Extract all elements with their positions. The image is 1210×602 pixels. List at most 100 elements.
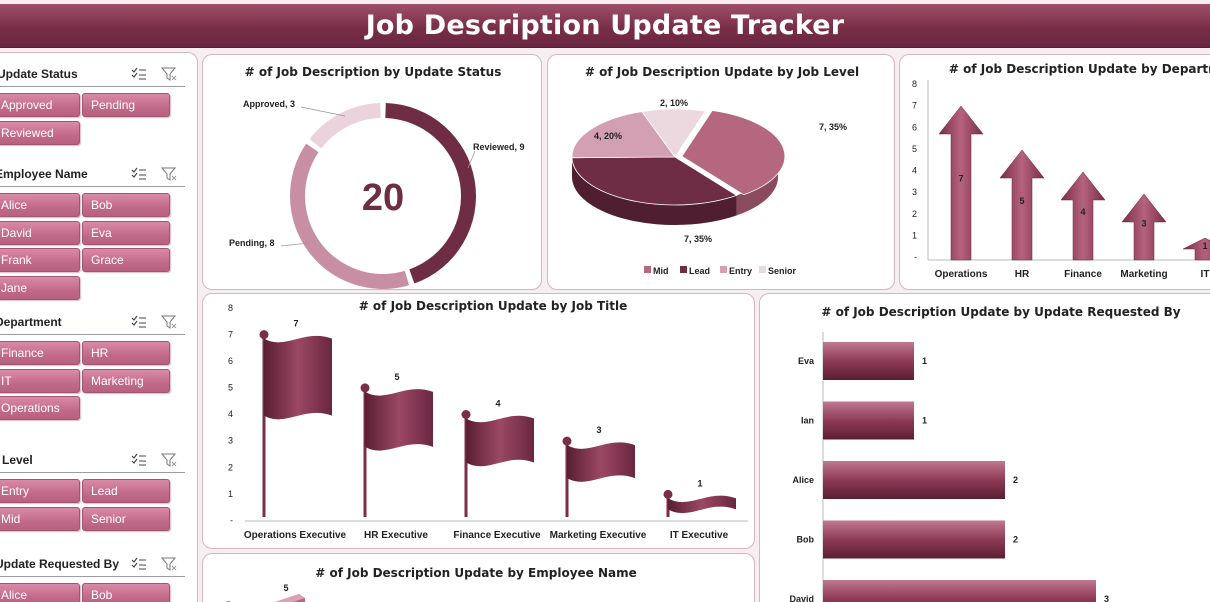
- clear-filter-icon[interactable]: [161, 67, 177, 81]
- pie-slice-entry: [571, 111, 676, 159]
- data-label: 7: [293, 319, 298, 329]
- y-tick-label: 7: [228, 330, 233, 340]
- slicer-item-alice[interactable]: Alice: [0, 583, 80, 602]
- y-tick-label: -: [914, 252, 917, 262]
- hbar-alice: [823, 461, 1005, 499]
- data-label: 7: [958, 173, 963, 183]
- slicer-title: Level: [2, 453, 33, 467]
- slicer-item-operations[interactable]: Operations: [0, 396, 80, 420]
- data-label: 1: [922, 416, 927, 426]
- slicer-item-alice[interactable]: Alice: [0, 193, 80, 217]
- flag-knob: [562, 436, 572, 446]
- y-tick-label: Alice: [792, 475, 814, 485]
- y-tick-label: 5: [228, 383, 233, 393]
- slicer-item-pending[interactable]: Pending: [82, 93, 170, 117]
- department-chart-card: # of Job Description Update by Departmen…: [899, 54, 1210, 290]
- clear-filter-icon[interactable]: [161, 315, 177, 329]
- slicer-item-finance[interactable]: Finance: [0, 341, 80, 365]
- chart-title: # of Job Description Update by Employee …: [315, 566, 637, 580]
- legend-swatch: [680, 266, 687, 273]
- slicer-item-jane[interactable]: Jane: [0, 275, 80, 300]
- doughnut-slice-approved: [309, 103, 381, 149]
- data-label: 4: [1080, 207, 1085, 217]
- slicer-item-it[interactable]: IT: [0, 368, 80, 393]
- arrow-bar-operations: [938, 105, 984, 261]
- pie-side-lead: [572, 157, 737, 226]
- y-tick-label: 3: [912, 187, 917, 197]
- slicer-item-hr[interactable]: HR: [82, 341, 170, 365]
- requested-chart: # of Job Description Update by Update Re…: [789, 305, 1181, 602]
- data-label: Approved, 3: [243, 99, 295, 109]
- slicer-item-entry[interactable]: Entry: [0, 479, 80, 503]
- slicer-item-lead[interactable]: Lead: [82, 479, 170, 503]
- data-label: 2: [1013, 475, 1018, 485]
- slicer-item-senior[interactable]: Senior: [82, 506, 170, 531]
- clear-filter-icon[interactable]: [161, 167, 177, 181]
- x-tick-label: Operations Executive: [244, 530, 347, 541]
- slicer-level: Level Entry Lead Mid Senior: [0, 451, 185, 531]
- department-chart: # of Job Description Update by Departmen…: [912, 62, 1210, 280]
- data-label: 3: [596, 425, 601, 435]
- data-label: 3: [1104, 594, 1109, 602]
- flag-bar-finance-executive: [466, 415, 534, 467]
- slicer-title: Department: [0, 315, 62, 329]
- legend-label: Lead: [689, 266, 710, 276]
- slicer-update-status: Update Status Approved Pending Reviewed: [0, 65, 185, 145]
- x-tick-label: Marketing Executive: [550, 530, 647, 541]
- slicer-item-reviewed[interactable]: Reviewed: [0, 120, 80, 145]
- slicer-title: Update Status: [0, 67, 78, 81]
- slicer-item-bob[interactable]: Bob: [82, 583, 170, 602]
- page-title: Job Description Update Tracker: [365, 10, 845, 41]
- slicer-item-approved[interactable]: Approved: [0, 93, 80, 117]
- status-chart-card: # of Job Description by Update Status 20 R…: [202, 54, 542, 290]
- slicer-item-frank[interactable]: Frank: [0, 248, 80, 272]
- multi-select-icon[interactable]: [131, 453, 147, 467]
- data-label: 5: [1019, 196, 1024, 206]
- multi-select-icon[interactable]: [131, 67, 147, 81]
- x-tick-label: Finance: [1064, 269, 1102, 280]
- clear-filter-icon[interactable]: [161, 453, 177, 467]
- slicer-item-eva[interactable]: Eva: [82, 220, 170, 245]
- y-tick-label: 3: [228, 436, 233, 446]
- leader-line: [300, 106, 346, 117]
- slicer-header: Employee Name: [0, 165, 185, 187]
- data-label: 4: [495, 399, 500, 409]
- data-label: 1: [1202, 241, 1207, 251]
- arrow-bar-marketing: [1121, 193, 1167, 261]
- multi-select-icon[interactable]: [131, 557, 147, 571]
- legend-swatch: [644, 266, 651, 273]
- x-tick-label: Operations: [935, 269, 988, 280]
- y-tick-label: 6: [912, 122, 917, 132]
- clear-filter-icon[interactable]: [161, 557, 177, 571]
- multi-select-icon[interactable]: [131, 167, 147, 181]
- slicer-item-bob[interactable]: Bob: [82, 193, 170, 217]
- chart-title: # of Job Description Update by Job Level: [585, 65, 859, 79]
- data-label: 5: [283, 583, 288, 593]
- slicer-header: Level: [0, 451, 185, 473]
- title-bar: Job Description Update Tracker: [0, 4, 1210, 48]
- y-tick-label: Bob: [797, 535, 815, 545]
- employee-chart: # of Job Description Update by Employee …: [226, 566, 637, 602]
- y-tick-label: 1: [912, 231, 917, 241]
- data-label: 4, 20%: [594, 131, 622, 141]
- flag-bar-operations-executive: [264, 335, 332, 420]
- pie-slice-lead: [571, 156, 738, 206]
- y-tick-label: 5: [912, 144, 917, 154]
- x-tick-label: IT Executive: [670, 530, 729, 541]
- slicer-item-david[interactable]: David: [0, 220, 80, 245]
- x-tick-label: IT: [1201, 269, 1210, 280]
- chart-title: # of Job Description Update by Update Re…: [821, 305, 1180, 319]
- legend-label: Senior: [768, 266, 797, 276]
- slicer-item-mid[interactable]: Mid: [0, 506, 80, 531]
- x-tick-label: Finance Executive: [453, 530, 541, 541]
- slicer-header: Update Status: [0, 65, 185, 87]
- y-tick-label: Eva: [798, 356, 815, 366]
- slicer-item-grace[interactable]: Grace: [82, 248, 170, 272]
- data-label: 1: [922, 356, 927, 366]
- multi-select-icon[interactable]: [131, 315, 147, 329]
- slicer-item-marketing[interactable]: Marketing: [82, 368, 170, 393]
- y-tick-label: -: [230, 515, 233, 525]
- x-tick-label: HR Executive: [364, 530, 428, 541]
- y-tick-label: David: [789, 594, 814, 602]
